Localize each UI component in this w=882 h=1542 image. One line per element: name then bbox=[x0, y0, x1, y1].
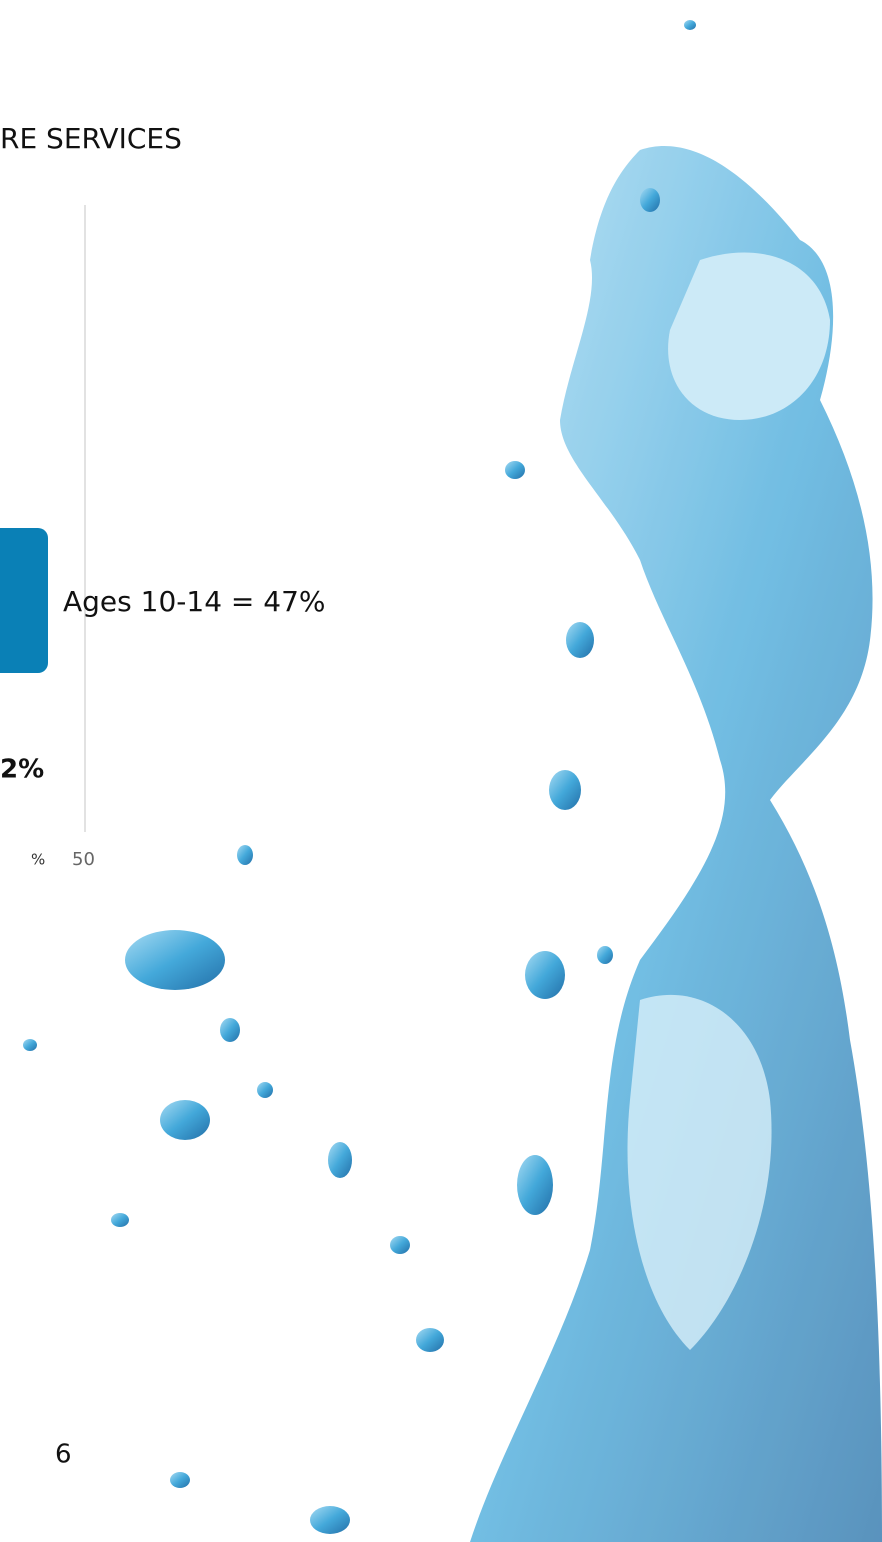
water-splash bbox=[23, 20, 882, 1542]
bar-label: 2% bbox=[0, 755, 44, 785]
bar-label: Ages 10-14 = 47% bbox=[63, 585, 326, 618]
axis-unit: % bbox=[31, 851, 45, 869]
bar bbox=[0, 528, 48, 673]
axis-tick-label: 50 bbox=[72, 849, 95, 870]
page-number: 6 bbox=[55, 1440, 72, 1470]
title: RE SERVICES bbox=[0, 122, 182, 155]
